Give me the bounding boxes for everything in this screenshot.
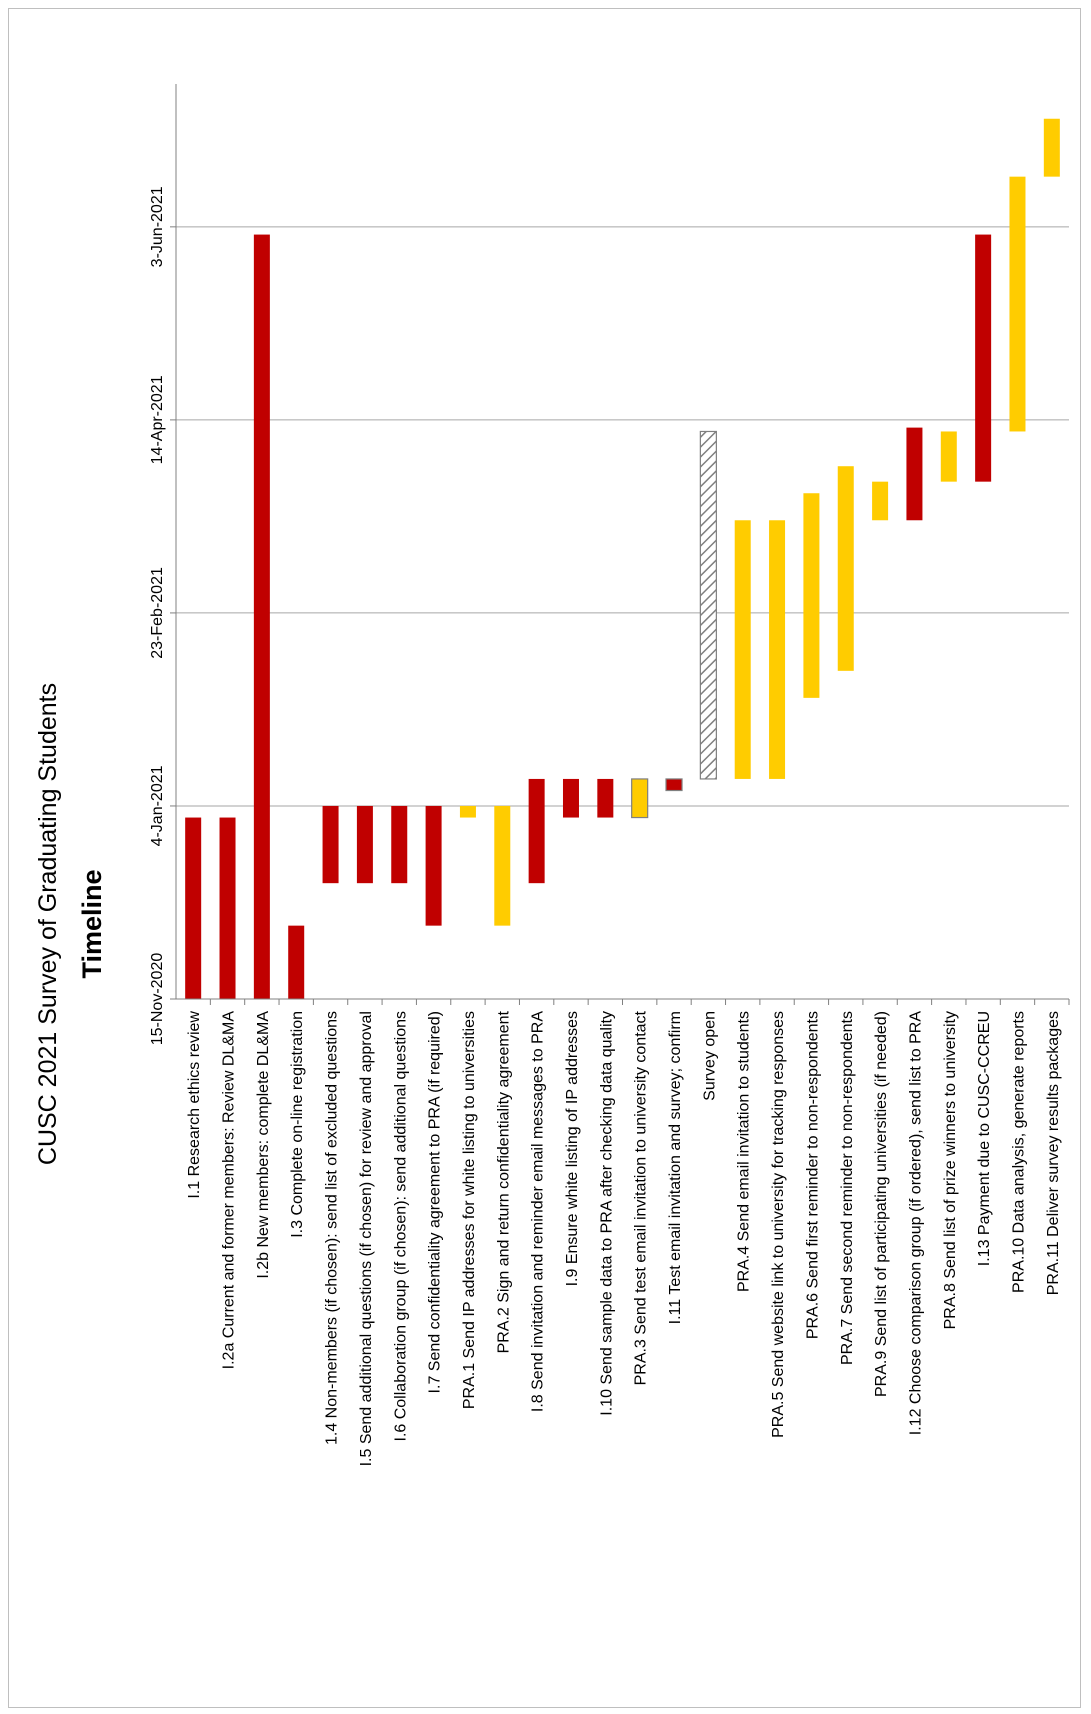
task-label: PRA.7 Send second reminder to non-respon…: [839, 1011, 856, 1365]
task-label: I.13 Payment due to CUSC-CCREU: [976, 1011, 993, 1266]
tick-label: 3-Jun-2021: [149, 186, 166, 267]
task-label: PRA.9 Send list of participating univers…: [873, 1011, 890, 1397]
date-axis: 15-Nov-2020 4-Jan-2021 23-Feb-2021 14-Apr-2…: [149, 84, 1070, 1046]
task-label: I.6 Collaboration group (if chosen): sen…: [392, 1011, 409, 1442]
task-label: PRA.11 Deliver survey results packages: [1045, 1011, 1062, 1295]
task-bar: [219, 817, 236, 999]
task-label: PRA.3 Send test email invitation to univ…: [633, 1010, 650, 1385]
task-label: I.10 Send sample data to PRA after check…: [598, 1011, 615, 1416]
task-bar: [391, 805, 408, 884]
task-label: I.5 Send additional questions (if chosen…: [358, 1011, 375, 1466]
task-label: I.7 Send confidentiality agreement to PR…: [427, 1011, 444, 1393]
task-label: I.8 Send invitation and reminder email m…: [530, 1011, 547, 1412]
task-label: PRA.4 Send email invitation to students: [736, 1011, 753, 1292]
task-bar: [699, 430, 717, 780]
task-label: PRA.8 Send list of prize winners to univ…: [942, 1011, 959, 1329]
task-bar: [1009, 176, 1026, 432]
task-label: I.1 Research ethics review: [186, 1011, 203, 1199]
task-label: PRA.5 Send website link to university fo…: [770, 1011, 787, 1438]
task-bar: [356, 805, 373, 884]
task-bar: [837, 466, 854, 671]
chart-titles: CUSC 2021 Survey of Graduating Students …: [34, 683, 107, 1165]
task-bar: [528, 778, 545, 884]
task-bars: [185, 118, 1060, 999]
task-bar: [597, 778, 614, 818]
timeline-chart: 15-Nov-2020 4-Jan-2021 23-Feb-2021 14-Apr-2…: [34, 84, 1070, 1466]
task-label: 1.4 Non-members (if chosen): send list o…: [324, 1011, 341, 1445]
task-bar: [459, 805, 476, 818]
task-bar: [872, 481, 889, 521]
task-bar: [803, 493, 820, 698]
task-label: I.2b New members: complete DL&MA: [255, 1011, 272, 1279]
task-bar: [940, 431, 957, 482]
task-bar: [288, 925, 305, 999]
task-bar: [185, 817, 202, 999]
task-label: I.12 Choose comparison group (if ordered…: [907, 1011, 924, 1436]
chart-title: CUSC 2021 Survey of Graduating Students: [34, 683, 62, 1165]
task-label: PRA.6 Send first reminder to non-respond…: [804, 1011, 821, 1339]
task-label: PRA.1 Send IP addresses for white listin…: [461, 1011, 478, 1409]
task-label: PRA.10 Data analysis, generate reports: [1010, 1011, 1027, 1293]
task-label: I.3 Complete on-line registration: [289, 1011, 306, 1238]
tick-label: 15-Nov-2020: [149, 953, 166, 1046]
task-label: I.2a Current and former members: Review …: [221, 1011, 238, 1370]
task-label: I.9 Ensure white listing of IP addresses: [564, 1011, 581, 1286]
task-bar: [425, 805, 442, 926]
task-labels: I.1 Research ethics review I.2a Current a…: [186, 1010, 1062, 1466]
task-bar: [769, 520, 786, 779]
chart-subtitle: Timeline: [77, 869, 107, 978]
gridlines: [176, 226, 1069, 1000]
task-label: I.11 Test email invitation and survey; c…: [667, 1011, 684, 1324]
task-bar: [975, 234, 992, 482]
task-bar: [665, 778, 683, 792]
tick-label: 4-Jan-2021: [149, 765, 166, 846]
task-label: PRA.2 Sign and return confidentiality ag…: [495, 1010, 512, 1353]
task-bar: [562, 778, 579, 818]
tick-label: 23-Feb-2021: [149, 567, 166, 659]
tick-label: 14-Apr-2021: [149, 375, 166, 464]
task-bar: [631, 778, 649, 819]
task-bar: [322, 805, 339, 884]
task-bar: [494, 805, 511, 926]
task-bar: [253, 234, 270, 999]
task-label: Survey open: [701, 1011, 718, 1101]
task-bar: [1043, 118, 1060, 177]
task-bar: [906, 427, 923, 521]
chart-frame: 15-Nov-2020 4-Jan-2021 23-Feb-2021 14-Apr-2…: [8, 8, 1081, 1708]
task-bar: [734, 520, 751, 779]
